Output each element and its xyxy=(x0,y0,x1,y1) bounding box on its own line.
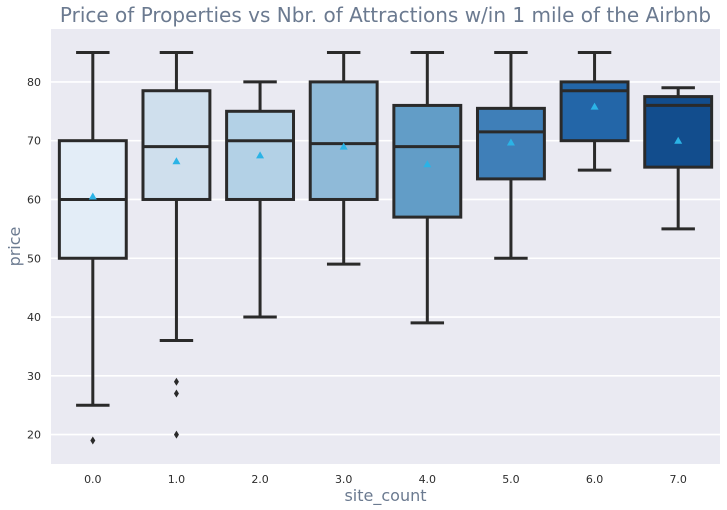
y-tick-label-60: 60 xyxy=(27,193,41,206)
y-axis-label: price xyxy=(5,227,24,267)
mean-marker xyxy=(423,160,432,168)
x-axis-label: site_count xyxy=(344,486,426,506)
x-tick-label-4.0: 4.0 xyxy=(419,473,437,486)
mean-marker xyxy=(172,157,181,165)
mean-marker xyxy=(339,142,348,150)
boxes-layer xyxy=(57,51,714,445)
outlier-point xyxy=(173,430,179,439)
x-tick-label-3.0: 3.0 xyxy=(335,473,353,486)
x-tick-label-1.0: 1.0 xyxy=(168,473,186,486)
box-3.0 xyxy=(308,51,379,266)
box-7.0 xyxy=(643,86,714,231)
box-1.0 xyxy=(141,51,212,439)
x-tick-label-5.0: 5.0 xyxy=(502,473,520,486)
mean-marker xyxy=(506,138,515,146)
box-2.0 xyxy=(225,80,296,319)
box-iqr xyxy=(308,80,379,201)
mean-marker xyxy=(590,102,599,110)
box-5.0 xyxy=(475,51,546,260)
y-tick-label-30: 30 xyxy=(27,370,41,383)
x-tick-label-0.0: 0.0 xyxy=(84,473,102,486)
chart-title: Price of Properties vs Nbr. of Attractio… xyxy=(60,3,711,27)
y-tick-label-70: 70 xyxy=(27,135,41,148)
mean-marker xyxy=(674,136,683,144)
x-tick-label-6.0: 6.0 xyxy=(586,473,604,486)
outlier-point xyxy=(90,436,96,445)
x-tick-label-7.0: 7.0 xyxy=(669,473,687,486)
tick-labels: 20 30 40 50 60 70 80 0.0 1.0 2.0 3.0 4.0 5.0 6.0 7.0 xyxy=(27,76,687,486)
x-tick-label-2.0: 2.0 xyxy=(251,473,269,486)
box-4.0 xyxy=(392,51,463,325)
mean-marker xyxy=(256,151,265,159)
outlier-point xyxy=(173,377,179,386)
y-tick-label-80: 80 xyxy=(27,76,41,89)
box-0.0 xyxy=(57,51,128,445)
box-6.0 xyxy=(559,51,630,172)
mean-marker xyxy=(88,192,97,200)
outlier-point xyxy=(173,389,179,398)
y-tick-label-50: 50 xyxy=(27,252,41,265)
box-iqr xyxy=(643,95,714,169)
y-tick-label-40: 40 xyxy=(27,311,41,324)
y-tick-label-20: 20 xyxy=(27,429,41,442)
